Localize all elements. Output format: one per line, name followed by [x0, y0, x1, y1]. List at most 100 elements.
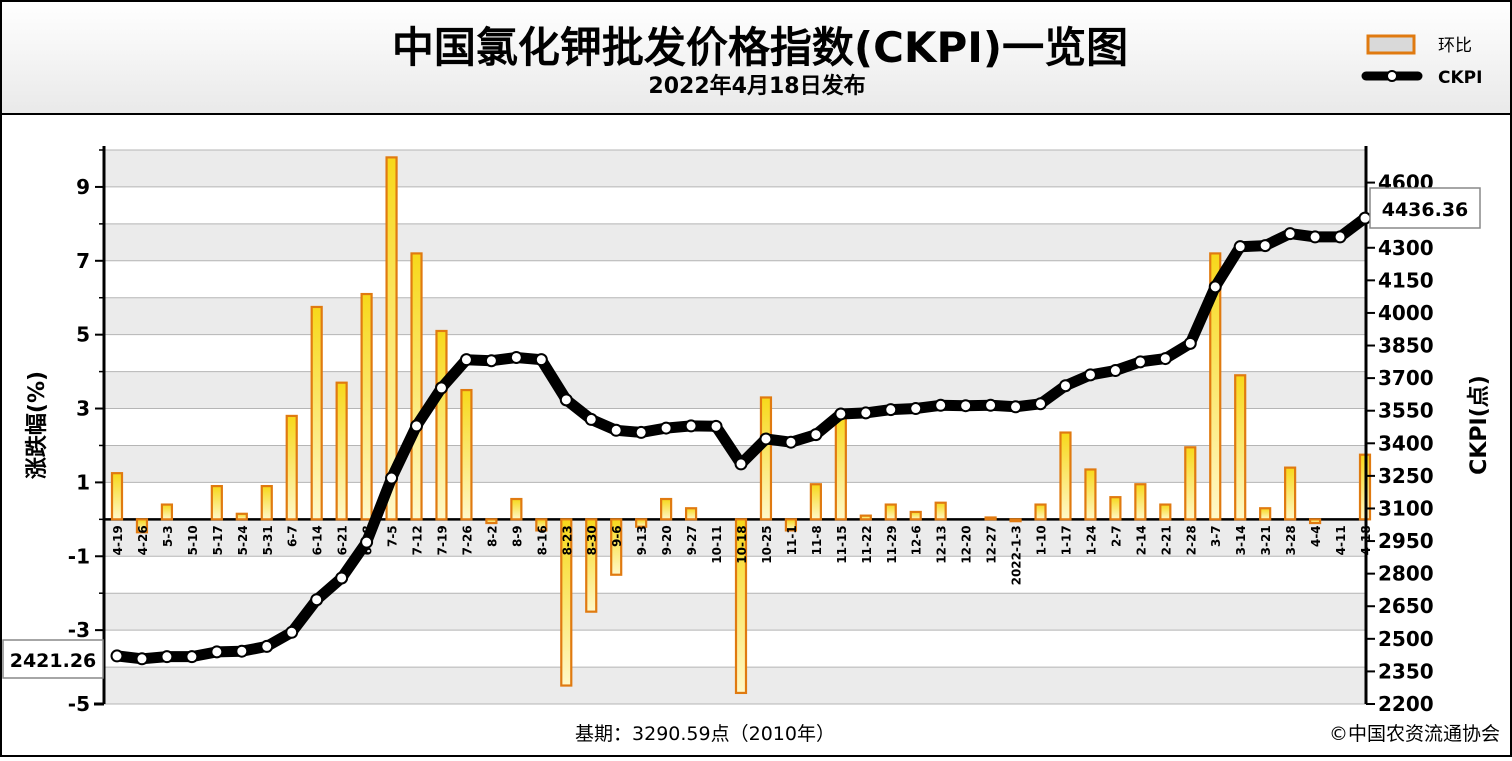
x-tick-5-17: 5-17 — [211, 525, 225, 555]
bar-11-15 — [834, 411, 847, 521]
left-tick-labels: 9 7 5 3 1 -1 -3 -5 — [68, 175, 90, 716]
ckpi-point-6-28 — [360, 535, 374, 549]
right-tick-2650: 2650 — [1378, 594, 1434, 618]
bar-6-7 — [285, 414, 298, 521]
right-tick-2200: 2200 — [1378, 692, 1434, 716]
bar-2-14 — [1134, 483, 1147, 521]
x-tick-7-5: 7-5 — [386, 525, 400, 547]
right-tick-3100: 3100 — [1378, 496, 1434, 520]
bar-7-26 — [460, 388, 473, 521]
bar-11-22 — [859, 514, 872, 521]
bar-1-10 — [1034, 503, 1047, 521]
ckpi-point-7-5 — [385, 471, 399, 485]
x-tick-8-9: 8-9 — [510, 525, 524, 547]
left-tick-9: 9 — [76, 175, 90, 199]
right-tick-4000: 4000 — [1378, 301, 1434, 325]
bar-7-19 — [435, 329, 448, 521]
x-tick-2-28: 2-28 — [1184, 525, 1198, 555]
bar-10-25 — [759, 396, 773, 521]
ckpi-line-series — [110, 211, 1372, 666]
plot-band — [104, 297, 1366, 335]
ckpi-point-4-18 — [1358, 211, 1372, 225]
legend-line-label: CKPI — [1438, 68, 1482, 88]
x-tick-6-21: 6-21 — [336, 525, 350, 555]
x-tick-11-8: 11-8 — [810, 525, 824, 555]
ckpi-point-11-22 — [859, 406, 873, 420]
ckpi-point-8-16 — [534, 353, 548, 367]
chart-subtitle: 2022年4月18日发布 — [648, 73, 865, 99]
ckpi-point-10-11 — [709, 419, 723, 433]
right-tick-2800: 2800 — [1378, 562, 1434, 586]
bar-12-27 — [984, 516, 997, 521]
x-tick-labels: 4-194-265-35-105-175-245-316-76-146-216-… — [111, 525, 1373, 585]
ckpi-point-8-9 — [509, 350, 523, 364]
bar-3-28 — [1284, 466, 1297, 521]
bar-8-23 — [560, 518, 573, 687]
bar-7-5 — [385, 156, 398, 521]
ckpi-point-1-17 — [1058, 379, 1072, 393]
ckpi-point-6-7 — [285, 625, 299, 639]
ckpi-point-6-21 — [335, 571, 349, 585]
ckpi-point-3-21 — [1258, 239, 1272, 253]
ckpi-point-5-10 — [185, 650, 199, 664]
left-tick--1: -1 — [68, 544, 90, 568]
right-tick-2950: 2950 — [1378, 529, 1434, 553]
ckpi-point-6-14 — [310, 593, 324, 607]
end-value-callout: 4450 4436.36 — [1369, 186, 1481, 229]
right-tick-labels: 4600430041504000385037003550340032503100… — [1378, 171, 1434, 716]
ckpi-point-9-6 — [609, 423, 623, 437]
ckpi-point-9-27 — [684, 419, 698, 433]
ckpi-point-8-23 — [559, 393, 573, 407]
x-tick-9-13: 9-13 — [635, 525, 649, 555]
axes — [94, 146, 1375, 706]
ckpi-point-7-12 — [410, 419, 424, 433]
ckpi-point-4-11 — [1333, 230, 1347, 244]
ckpi-point-11-8 — [809, 428, 823, 442]
bar-5-3 — [160, 503, 174, 521]
x-tick-3-7: 3-7 — [1209, 525, 1223, 547]
x-tick-11-29: 11-29 — [885, 525, 899, 563]
bar-9-27 — [684, 507, 698, 521]
bar-1-17 — [1059, 431, 1072, 521]
bar-5-17 — [210, 484, 223, 521]
ckpi-point-3-7 — [1208, 280, 1222, 294]
ckpi-point-12-20 — [959, 399, 973, 413]
ckpi-point-7-26 — [459, 353, 473, 367]
ckpi-point-2022-1-3 — [1009, 400, 1023, 414]
ckpi-point-12-27 — [984, 398, 998, 412]
legend: 环比 CKPI — [1361, 34, 1482, 88]
bar-9-20 — [660, 497, 673, 521]
ckpi-point-4-4 — [1308, 230, 1322, 244]
x-tick-4-26: 4-26 — [136, 525, 150, 555]
start-value-label: 2421.26 — [10, 650, 97, 672]
x-tick-1-10: 1-10 — [1035, 525, 1049, 555]
x-tick-4-11: 4-11 — [1334, 525, 1348, 555]
start-value-callout: 2421.26 — [2, 639, 104, 679]
bar-6-28 — [360, 292, 373, 521]
bar-5-24 — [235, 512, 248, 521]
x-tick-12-6: 12-6 — [910, 525, 924, 555]
ckpi-point-4-19 — [110, 649, 124, 663]
x-tick-10-25: 10-25 — [760, 525, 774, 563]
ckpi-point-8-2 — [484, 354, 498, 368]
bar-4-26 — [135, 518, 149, 534]
right-tick-4150: 4150 — [1378, 268, 1434, 292]
bar-8-16 — [535, 518, 548, 532]
x-tick-8-30: 8-30 — [585, 525, 599, 555]
bar-12-6 — [909, 510, 922, 521]
x-tick-12-13: 12-13 — [935, 525, 949, 563]
bar-5-31 — [260, 484, 273, 521]
ckpi-point-12-6 — [909, 402, 923, 416]
left-tick-3: 3 — [76, 397, 90, 421]
x-tick-11-1: 11-1 — [785, 525, 799, 555]
x-tick-4-4: 4-4 — [1309, 525, 1323, 547]
left-tick-5: 5 — [76, 323, 90, 347]
bar-2-28 — [1184, 446, 1197, 521]
x-tick-9-6: 9-6 — [610, 525, 624, 547]
x-tick-2-7: 2-7 — [1109, 525, 1123, 547]
bar-2022-1-3 — [1009, 518, 1022, 523]
x-tick-8-16: 8-16 — [535, 525, 549, 555]
x-tick-1-24: 1-24 — [1084, 525, 1098, 555]
x-tick-2-14: 2-14 — [1134, 525, 1148, 555]
